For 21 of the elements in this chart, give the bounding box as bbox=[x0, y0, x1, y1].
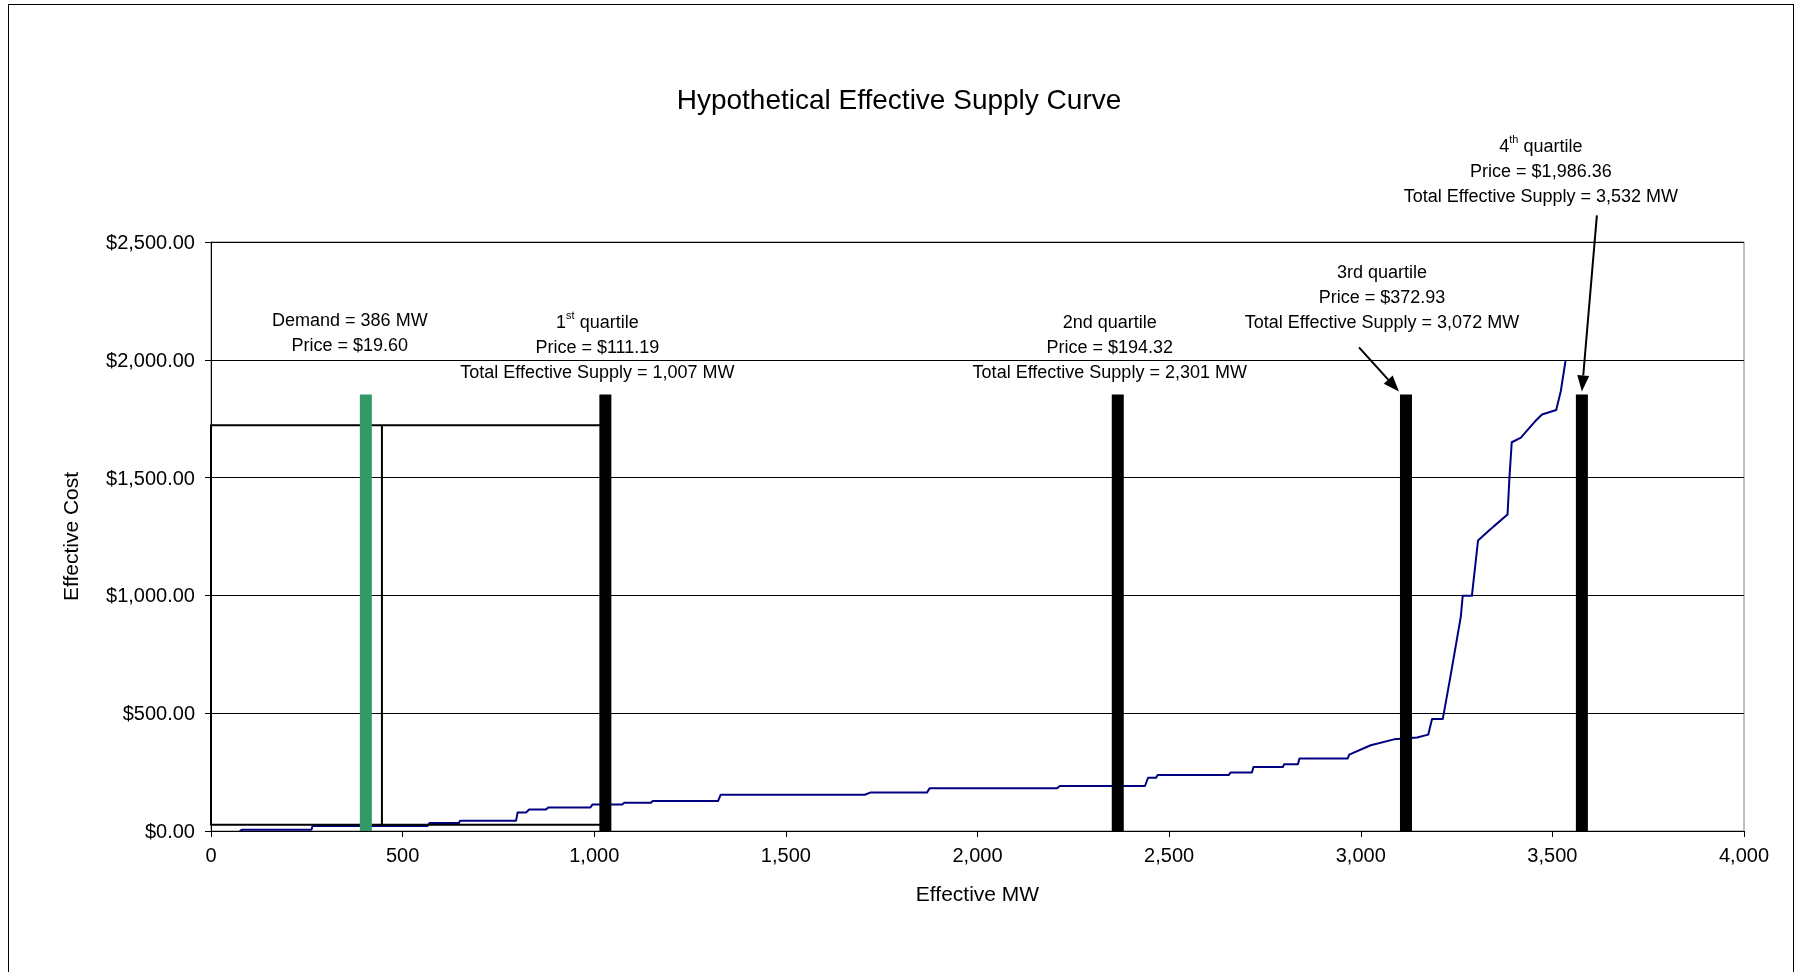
chart-title: Hypothetical Effective Supply Curve bbox=[676, 83, 1122, 115]
x-tick-label: 2,500 bbox=[1144, 844, 1195, 866]
x-axis-title: Effective MW bbox=[915, 882, 1040, 905]
y-tick-label: $0.00 bbox=[144, 820, 195, 842]
y-tick-label: $1,000.00 bbox=[106, 584, 195, 607]
y-tick-label: $500.00 bbox=[122, 702, 195, 725]
line-series bbox=[239, 360, 1567, 832]
y-tick-label: $2,500.00 bbox=[106, 231, 195, 253]
x-tick-label: 3,500 bbox=[1527, 844, 1578, 866]
annotation: Demand = 386 MW Price = $19.60 bbox=[272, 309, 428, 355]
x-tick-label: 0 bbox=[205, 844, 217, 866]
y-tick-label: $2,000.00 bbox=[106, 348, 195, 371]
x-tick-label: 2,000 bbox=[952, 844, 1003, 866]
x-tick-label: 1,000 bbox=[569, 844, 620, 866]
x-tick-label: 3,000 bbox=[1335, 844, 1386, 866]
y-axis-title: Effective Cost bbox=[59, 471, 82, 602]
annotation: 3rd quartile Price = $372.93 Total Effective Supply = 3,072 MW bbox=[1244, 261, 1520, 332]
x-tick-label: 1,500 bbox=[760, 844, 811, 866]
x-tick-label: 500 bbox=[385, 844, 420, 866]
x-tick-label: 4,000 bbox=[1718, 844, 1770, 866]
y-tick-label: $1,500.00 bbox=[106, 466, 195, 489]
